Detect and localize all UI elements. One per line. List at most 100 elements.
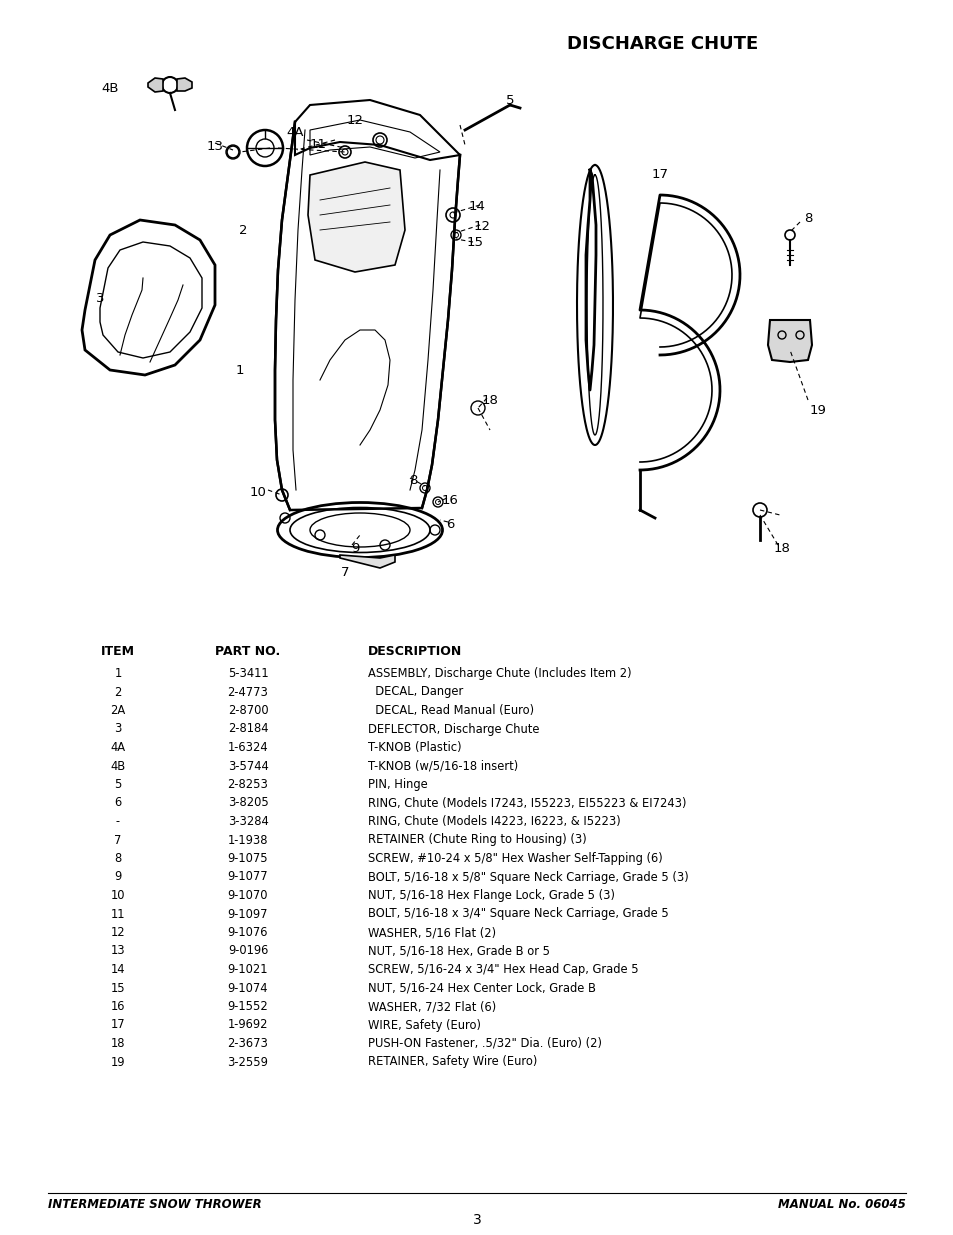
Text: 9-0196: 9-0196 xyxy=(228,945,268,957)
Text: 7: 7 xyxy=(340,566,349,578)
Polygon shape xyxy=(274,122,459,510)
Text: 4B: 4B xyxy=(101,82,118,95)
Text: 16: 16 xyxy=(111,1000,125,1013)
Text: 2-8184: 2-8184 xyxy=(228,722,268,736)
Text: 11: 11 xyxy=(111,908,125,920)
Text: 14: 14 xyxy=(468,200,485,214)
Text: 9: 9 xyxy=(351,541,359,555)
Text: 9-1075: 9-1075 xyxy=(228,852,268,864)
Text: ITEM: ITEM xyxy=(101,645,135,658)
Text: 8: 8 xyxy=(803,211,811,225)
Text: 9: 9 xyxy=(114,871,121,883)
Text: 6: 6 xyxy=(445,517,454,531)
Text: NUT, 5/16-18 Hex, Grade B or 5: NUT, 5/16-18 Hex, Grade B or 5 xyxy=(368,945,550,957)
Text: 2-3673: 2-3673 xyxy=(228,1037,268,1050)
Text: 12: 12 xyxy=(473,221,490,233)
Text: DECAL, Danger: DECAL, Danger xyxy=(368,685,463,699)
Text: 13: 13 xyxy=(206,141,223,153)
Text: 8: 8 xyxy=(409,473,416,487)
Text: 1-9692: 1-9692 xyxy=(228,1019,268,1031)
Text: 16: 16 xyxy=(441,494,458,506)
Text: 4A: 4A xyxy=(111,741,126,755)
Text: 7: 7 xyxy=(114,834,122,846)
Text: 3: 3 xyxy=(472,1213,481,1228)
Text: T-KNOB (w/5/16-18 insert): T-KNOB (w/5/16-18 insert) xyxy=(368,760,517,773)
Text: 1: 1 xyxy=(114,667,121,680)
Text: 5: 5 xyxy=(505,94,514,106)
Text: 2-8700: 2-8700 xyxy=(228,704,268,718)
Text: 13: 13 xyxy=(111,945,125,957)
Text: BOLT, 5/16-18 x 5/8" Square Neck Carriage, Grade 5 (3): BOLT, 5/16-18 x 5/8" Square Neck Carriag… xyxy=(368,871,688,883)
Text: ASSEMBLY, Discharge Chute (Includes Item 2): ASSEMBLY, Discharge Chute (Includes Item… xyxy=(368,667,631,680)
Text: 1-1938: 1-1938 xyxy=(228,834,268,846)
Text: SCREW, 5/16-24 x 3/4" Hex Head Cap, Grade 5: SCREW, 5/16-24 x 3/4" Hex Head Cap, Grad… xyxy=(368,963,638,976)
Text: RING, Chute (Models I7243, I55223, EI55223 & EI7243): RING, Chute (Models I7243, I55223, EI552… xyxy=(368,797,686,809)
Text: 19: 19 xyxy=(809,404,825,416)
Text: 9-1070: 9-1070 xyxy=(228,889,268,902)
Text: 18: 18 xyxy=(111,1037,125,1050)
Text: DEFLECTOR, Discharge Chute: DEFLECTOR, Discharge Chute xyxy=(368,722,539,736)
Text: 19: 19 xyxy=(111,1056,125,1068)
Text: 14: 14 xyxy=(111,963,125,976)
Text: 9-1552: 9-1552 xyxy=(228,1000,268,1013)
Text: WIRE, Safety (Euro): WIRE, Safety (Euro) xyxy=(368,1019,480,1031)
Text: 18: 18 xyxy=(481,394,497,406)
Text: NUT, 5/16-18 Hex Flange Lock, Grade 5 (3): NUT, 5/16-18 Hex Flange Lock, Grade 5 (3… xyxy=(368,889,615,902)
Text: NUT, 5/16-24 Hex Center Lock, Grade B: NUT, 5/16-24 Hex Center Lock, Grade B xyxy=(368,982,596,994)
Text: RETAINER (Chute Ring to Housing) (3): RETAINER (Chute Ring to Housing) (3) xyxy=(368,834,586,846)
Text: 2: 2 xyxy=(114,685,122,699)
Text: 3-2559: 3-2559 xyxy=(228,1056,268,1068)
Text: 2-8253: 2-8253 xyxy=(228,778,268,790)
Polygon shape xyxy=(177,78,192,91)
Text: 9-1021: 9-1021 xyxy=(228,963,268,976)
Text: SCREW, #10-24 x 5/8" Hex Washer Self-Tapping (6): SCREW, #10-24 x 5/8" Hex Washer Self-Tap… xyxy=(368,852,662,864)
Text: PUSH-ON Fastener, .5/32" Dia. (Euro) (2): PUSH-ON Fastener, .5/32" Dia. (Euro) (2) xyxy=(368,1037,601,1050)
Text: 9-1077: 9-1077 xyxy=(228,871,268,883)
Text: MANUAL No. 06045: MANUAL No. 06045 xyxy=(778,1198,905,1212)
Text: 3-3284: 3-3284 xyxy=(228,815,268,827)
Text: 17: 17 xyxy=(651,168,668,182)
Polygon shape xyxy=(308,162,405,272)
Text: 18: 18 xyxy=(773,541,790,555)
Text: 2A: 2A xyxy=(111,704,126,718)
Text: 15: 15 xyxy=(466,236,483,249)
Text: 2: 2 xyxy=(238,224,247,236)
Text: 17: 17 xyxy=(111,1019,125,1031)
Text: RING, Chute (Models I4223, I6223, & I5223): RING, Chute (Models I4223, I6223, & I522… xyxy=(368,815,620,827)
Text: 3-8205: 3-8205 xyxy=(228,797,268,809)
Text: 12: 12 xyxy=(111,926,125,939)
Text: PIN, Hinge: PIN, Hinge xyxy=(368,778,427,790)
Text: 11: 11 xyxy=(309,138,326,152)
Polygon shape xyxy=(339,555,395,568)
Text: 1-6324: 1-6324 xyxy=(228,741,268,755)
Text: 1: 1 xyxy=(235,363,244,377)
Text: DESCRIPTION: DESCRIPTION xyxy=(368,645,462,658)
Text: 3-5744: 3-5744 xyxy=(228,760,268,773)
Text: INTERMEDIATE SNOW THROWER: INTERMEDIATE SNOW THROWER xyxy=(48,1198,261,1212)
Text: 4B: 4B xyxy=(111,760,126,773)
Text: PART NO.: PART NO. xyxy=(215,645,280,658)
Polygon shape xyxy=(148,78,163,91)
Text: 9-1097: 9-1097 xyxy=(228,908,268,920)
Text: 8: 8 xyxy=(114,852,121,864)
Text: 3: 3 xyxy=(95,291,104,305)
Text: T-KNOB (Plastic): T-KNOB (Plastic) xyxy=(368,741,461,755)
Text: WASHER, 7/32 Flat (6): WASHER, 7/32 Flat (6) xyxy=(368,1000,496,1013)
Text: DISCHARGE CHUTE: DISCHARGE CHUTE xyxy=(567,35,758,53)
Text: DECAL, Read Manual (Euro): DECAL, Read Manual (Euro) xyxy=(368,704,534,718)
Text: 6: 6 xyxy=(114,797,121,809)
Text: 5-3411: 5-3411 xyxy=(228,667,268,680)
Polygon shape xyxy=(767,320,811,362)
Text: 10: 10 xyxy=(250,485,266,499)
Text: 9-1074: 9-1074 xyxy=(228,982,268,994)
Polygon shape xyxy=(294,100,459,161)
Text: 12: 12 xyxy=(346,114,363,126)
Text: -: - xyxy=(116,815,120,827)
Text: 5: 5 xyxy=(114,778,122,790)
Text: 9-1076: 9-1076 xyxy=(228,926,268,939)
Text: 3: 3 xyxy=(114,722,122,736)
Polygon shape xyxy=(82,220,214,375)
Text: RETAINER, Safety Wire (Euro): RETAINER, Safety Wire (Euro) xyxy=(368,1056,537,1068)
Text: 2-4773: 2-4773 xyxy=(228,685,268,699)
Text: 4A: 4A xyxy=(286,126,303,138)
